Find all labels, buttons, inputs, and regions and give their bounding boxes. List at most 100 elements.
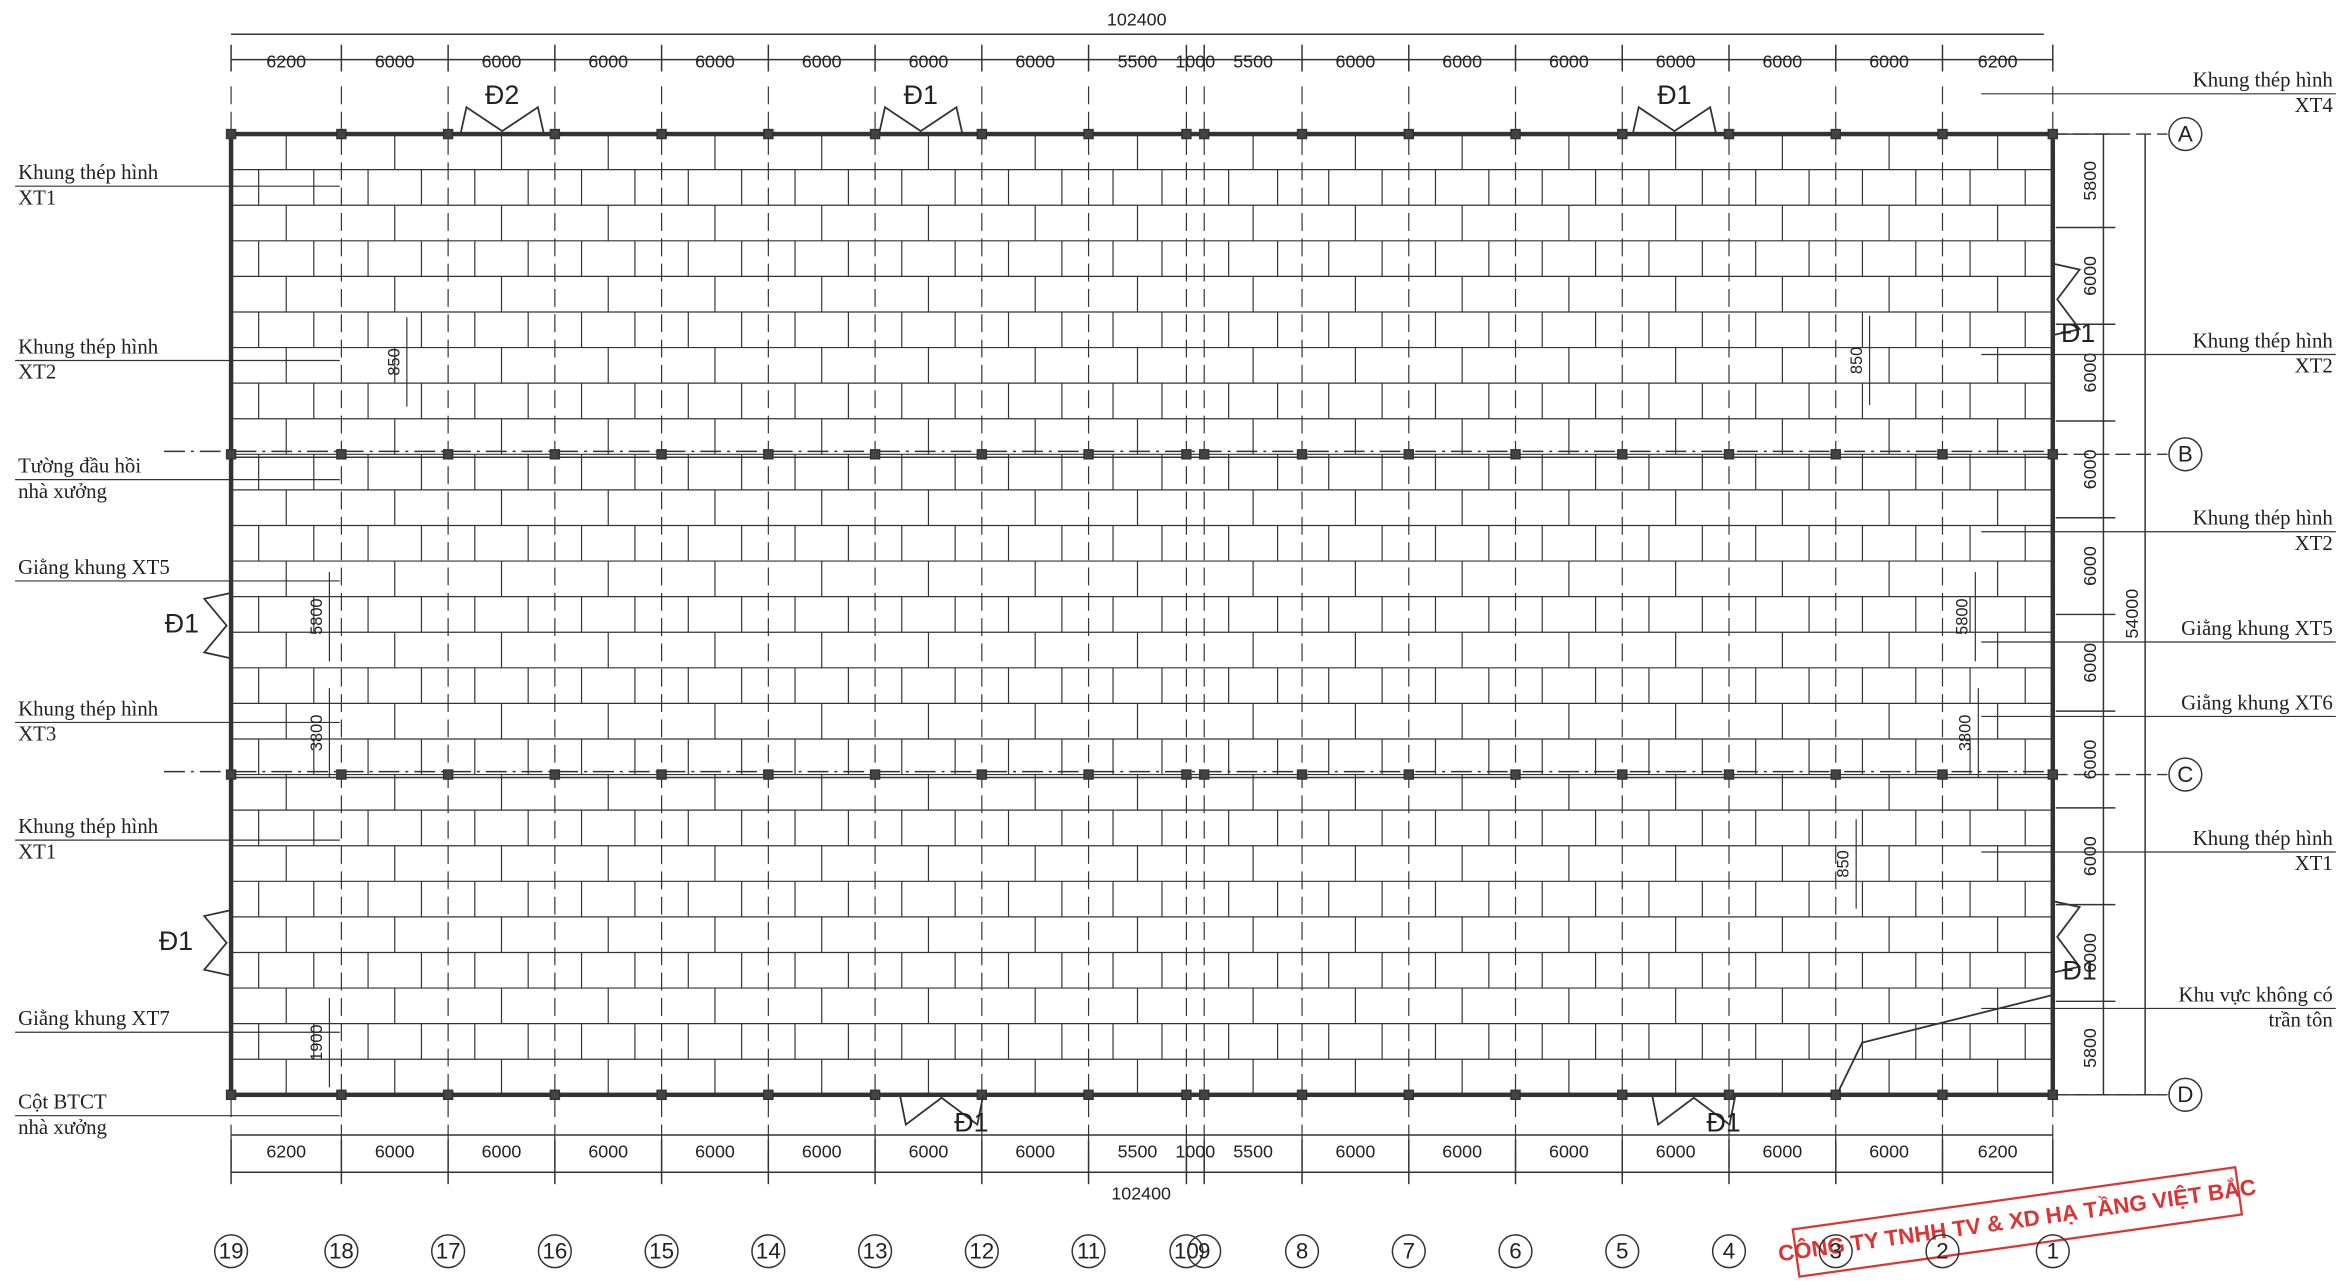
column [336,128,347,140]
dim-label: 6000 [1442,51,1482,71]
callout-label: XT3 [18,722,56,746]
inner-dim: 850 [1835,850,1853,877]
callout-label: XT1 [18,185,56,209]
callout-label: XT1 [18,839,56,863]
rows-total-dim: 54000 [2122,589,2142,639]
callout-label: Giằng khung XT7 [18,1006,170,1030]
column [976,769,988,780]
axis-bubble [1925,1234,1960,1269]
column [1510,1089,1521,1101]
dim-label: 6000 [2080,546,2100,586]
axis-bubble [213,1234,249,1269]
total-dim-top: 102400 [1107,10,1167,30]
column [1830,1089,1841,1101]
axis-label: 6 [1509,1239,1521,1264]
axis-bubble [537,1234,572,1269]
column [1510,769,1521,780]
callout-label: XT2 [2295,531,2333,555]
dim-label: 6000 [909,1142,949,1162]
dim-label: 5500 [1233,51,1273,71]
axis-bubble [2168,116,2203,152]
column [549,449,561,460]
column [1937,769,1948,780]
column [2047,769,2058,780]
column [336,449,347,460]
door-label: Đ2 [485,80,519,110]
column [1617,1089,1628,1101]
callout-label: Tường đầu hồi [18,453,141,477]
column [656,128,667,140]
dim-label: 6000 [1869,51,1909,71]
column [1723,449,1735,460]
callout-label: XT1 [2295,851,2333,875]
callout-label: Khung thép hình [18,814,159,838]
column [1083,769,1094,780]
axis-bubble [1711,1234,1747,1269]
inner-dim: 850 [385,348,403,375]
axis-label: 1 [2047,1239,2059,1264]
column [1723,769,1735,780]
callout-label: Cột BTCT [18,1090,107,1114]
axis-bubble [324,1234,359,1269]
door-label: Đ1 [2062,956,2096,986]
dim-label: 5500 [1233,1142,1273,1162]
axis-label: 12 [969,1239,994,1264]
dim-label: 1000 [1175,51,1215,71]
axis-label: A [2178,121,2193,146]
callout-label: Giằng khung XT5 [2181,616,2333,640]
dim-label: 6200 [1978,51,2018,71]
door-label: Đ1 [904,80,938,110]
dim-label: 6000 [1442,1142,1482,1162]
dim-label: 6200 [266,51,306,71]
column [869,769,881,780]
dim-label: 6000 [802,51,842,71]
axis-bubble [1498,1234,1533,1269]
dim-label: 6000 [1336,51,1376,71]
axis-bubble [1284,1234,1320,1269]
column [1181,449,1192,460]
axis-label: C [2177,762,2193,787]
callout-label: Khu vực không có [2179,982,2333,1006]
door [202,909,232,977]
outer-wall [228,131,2056,1098]
axis-label: 16 [542,1239,567,1264]
axis-label: 10 [1174,1239,1199,1264]
column [1830,128,1841,140]
column [976,449,988,460]
axis-bubble [2035,1234,2070,1269]
dim-label: 6000 [482,1142,522,1162]
axis-label: 7 [1403,1239,1415,1264]
dim-label: 6000 [1549,51,1589,71]
column [1937,449,1948,460]
dim-label: 6000 [2080,836,2100,876]
callout-label: Khung thép hình [18,160,159,184]
column [1198,128,1210,140]
column [763,769,774,780]
door-label: Đ1 [954,1108,988,1138]
column [442,128,454,140]
door [1651,1094,1737,1127]
dim-label: 6000 [588,1142,628,1162]
column [656,769,667,780]
callout-label: Khung thép hình [18,334,159,358]
column [1296,769,1308,780]
door [878,105,964,135]
dim-label: 5800 [2080,161,2100,201]
callout-label: nhà xưởng [18,479,107,503]
axis-label: D [2177,1082,2193,1107]
column [1510,449,1521,460]
dim-label: 6200 [1978,1142,2018,1162]
callout-label: Khung thép hình [2193,68,2334,92]
door [2052,900,2082,974]
axis-bubble [430,1234,466,1269]
axis-bubble [857,1234,893,1269]
inner-dim: 850 [1848,347,1866,374]
dim-label: 6000 [1869,1142,1909,1162]
column [1937,128,1948,140]
dim-label: 6200 [266,1142,306,1162]
dim-label: 5800 [2080,1028,2100,1068]
column [869,128,881,140]
dim-label: 6000 [2080,256,2100,296]
